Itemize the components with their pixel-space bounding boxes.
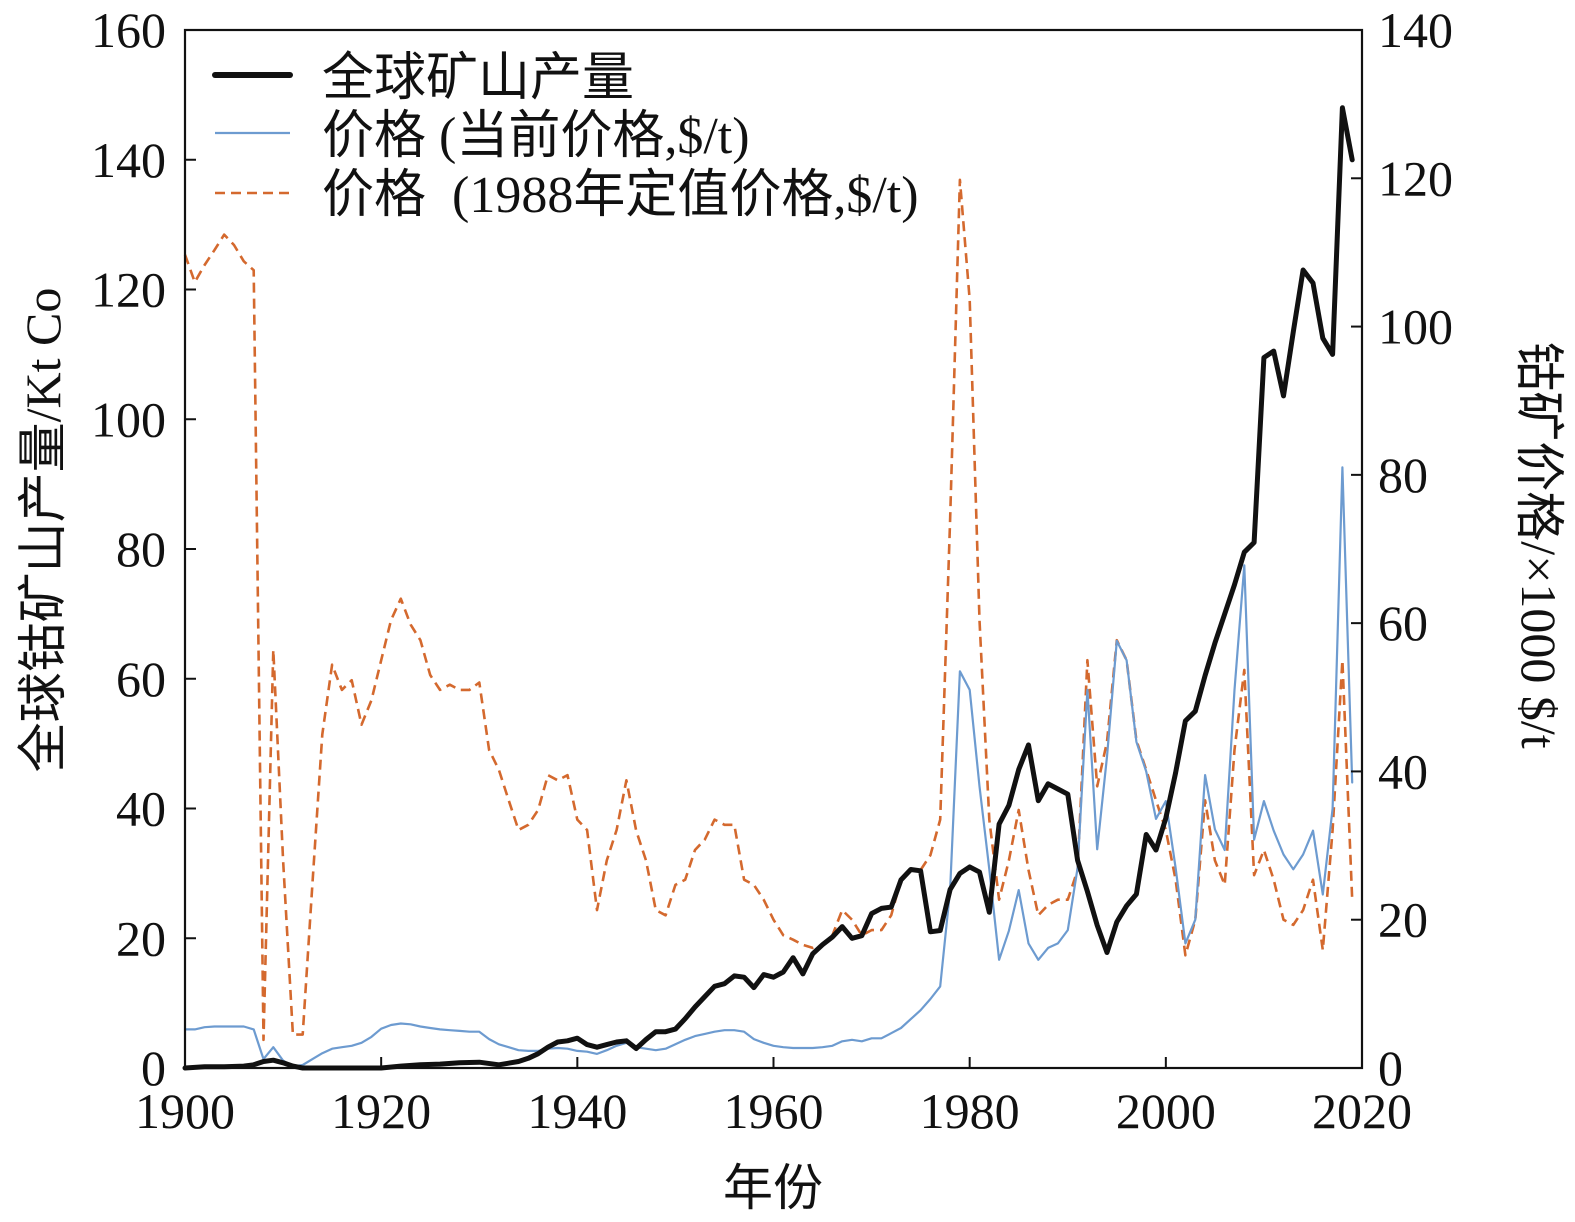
y-left-tick-label: 40	[116, 781, 166, 837]
x-axis-label: 年份	[723, 1160, 823, 1216]
y-right-tick-label: 60	[1378, 595, 1428, 651]
series-layer	[182, 105, 1355, 1071]
x-tick-label: 1940	[527, 1083, 627, 1139]
y-right-tick-label: 40	[1378, 743, 1428, 799]
y-right-axis-label: 钴矿价格/×1000 $/t	[1511, 341, 1567, 748]
x-tick-label: 1960	[724, 1083, 824, 1139]
y-left-tick-label: 160	[91, 2, 166, 58]
y-right-tick-label: 140	[1378, 2, 1453, 58]
y-left-tick-label: 80	[116, 521, 166, 577]
x-tick-label: 2020	[1312, 1083, 1412, 1139]
x-tick-label: 2000	[1116, 1083, 1216, 1139]
current-price-line	[183, 466, 1354, 1068]
production-line	[182, 105, 1355, 1071]
y-left-tick-label: 120	[91, 262, 166, 318]
y-left-tick-label: 0	[141, 1040, 166, 1096]
y-right-tick-label: 100	[1378, 299, 1453, 355]
y-right-tick-label: 80	[1378, 447, 1428, 503]
x-tick-label: 1920	[331, 1083, 431, 1139]
y-left-axis-label: 全球钴矿山产量/Kt Co	[15, 288, 71, 773]
y-left-tick-label: 140	[91, 132, 166, 188]
y-right-tick-label: 120	[1378, 150, 1453, 206]
legend-label-production: 全球矿山产量	[322, 50, 634, 107]
y-left-tick-label: 20	[116, 910, 166, 966]
constant-price-line	[183, 178, 1354, 1042]
y-left-tick-label: 60	[116, 651, 166, 707]
legend-label-current-price: 价格 (当前价格,$/t)	[322, 108, 750, 165]
tick-layer: 0 20 40 60 80 100 120 140 160 0 20 40 60 80 100 120 140 1…	[91, 2, 1453, 1139]
x-tick-label: 1980	[920, 1083, 1020, 1139]
y-right-tick-label: 20	[1378, 892, 1428, 948]
legend-label-constant-price: 价格 (1988年定值价格,$/t)	[322, 167, 919, 224]
legend: 全球矿山产量 价格 (当前价格,$/t) 价格 (1988年定值价格,$/t)	[212, 50, 919, 224]
y-left-tick-label: 100	[91, 391, 166, 447]
y-right-tick-label: 0	[1378, 1040, 1403, 1096]
x-tick-label: 1900	[135, 1083, 235, 1139]
